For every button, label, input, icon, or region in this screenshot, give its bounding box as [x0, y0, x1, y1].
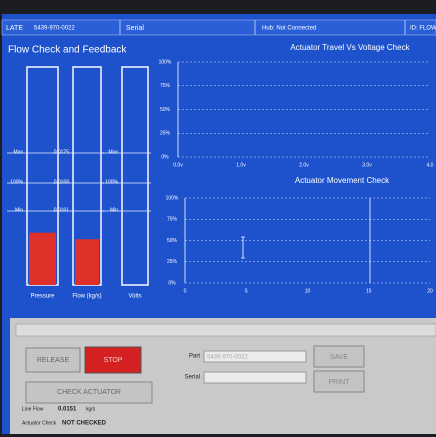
gauge-level	[75, 239, 99, 285]
y-tick-label: 75%	[160, 83, 171, 89]
station: LATE	[6, 25, 23, 32]
gauge-mark-label: Max	[14, 149, 24, 155]
line-flow-label: Line Flow	[22, 406, 44, 412]
hub-status: Hub: Not Connected	[262, 26, 316, 32]
x-tick-label: 3.0v	[362, 162, 372, 168]
button-label[interactable]: RELEASE	[37, 357, 70, 364]
stop-button[interactable]: STOP	[85, 347, 141, 373]
screen: LATE 5439-970-0022 Serial Hub: Not Conne…	[0, 0, 436, 437]
gauge-mark-label: Max	[109, 149, 119, 155]
x-tick-label: 10	[305, 288, 311, 294]
x-tick-label: 5	[245, 288, 248, 294]
save-button[interactable]: SAVE	[314, 346, 364, 367]
gauge-label: Pressure	[30, 294, 55, 300]
line-flow-unit: kg/s	[86, 406, 96, 412]
y-tick-label: 100%	[166, 195, 179, 201]
y-tick-label: 0%	[168, 280, 176, 286]
line-flow-value: 0.0151	[58, 407, 77, 413]
button-label[interactable]: SAVE	[330, 354, 348, 361]
gauge-mark-label: Min	[15, 207, 23, 213]
y-tick-label: 50%	[160, 107, 171, 113]
button-label[interactable]: STOP	[104, 357, 123, 364]
x-tick-label: 15	[366, 288, 372, 294]
button-label[interactable]: PRINT	[329, 379, 351, 386]
y-tick-label: 0%	[161, 154, 169, 160]
gauge-mark-label: 100%	[10, 179, 23, 185]
station-id: ID: FLOW	[410, 26, 436, 32]
y-tick-label: 75%	[167, 217, 178, 223]
gauge-mark-label: 100%	[105, 179, 118, 185]
x-tick-label: 0.0v	[173, 162, 183, 168]
print-button[interactable]: PRINT	[314, 371, 364, 392]
check-actuator-button[interactable]: CHECK ACTUATOR	[26, 382, 152, 403]
actuator-check-label: Actuator Check	[22, 420, 57, 426]
gauge-label: Volts	[128, 294, 141, 300]
part-value[interactable]: 5439-970-0022	[207, 355, 248, 361]
x-tick-label: 0	[184, 288, 187, 294]
x-tick-label: 20	[427, 288, 433, 294]
gauge-mark-label: 0.0168	[54, 179, 70, 185]
y-tick-label: 50%	[167, 238, 178, 244]
y-tick-label: 25%	[167, 259, 178, 265]
gauge-level	[29, 233, 56, 285]
message-strip	[16, 324, 436, 336]
chart-title: Actuator Movement Check	[295, 176, 390, 185]
x-tick-label: 1.0v	[236, 162, 246, 168]
gauge-mark-label: 0.0175	[54, 149, 70, 155]
serial-label: Serial	[126, 25, 144, 32]
release-button[interactable]: RELEASE	[26, 348, 80, 372]
y-tick-label: 100%	[159, 59, 172, 65]
x-tick-label: 4.0	[427, 162, 434, 168]
x-tick-label: 2.0v	[299, 162, 309, 168]
gauge-mark-label: 0.0161	[54, 207, 70, 213]
part-no: 5439-970-0022	[34, 26, 75, 32]
actuator-check-value: NOT CHECKED	[62, 421, 107, 427]
chart-title: Actuator Travel Vs Voltage Check	[290, 43, 410, 52]
button-label[interactable]: CHECK ACTUATOR	[57, 389, 121, 396]
field-label: Part	[189, 354, 200, 360]
field-label: Serial	[185, 375, 200, 381]
serial-input[interactable]	[204, 372, 306, 383]
section-title: Flow Check and Feedback	[8, 45, 127, 56]
gauge-label: Flow (kg/s)	[72, 294, 101, 300]
y-tick-label: 25%	[160, 131, 171, 137]
gauge-mark-label: Min	[110, 207, 118, 213]
